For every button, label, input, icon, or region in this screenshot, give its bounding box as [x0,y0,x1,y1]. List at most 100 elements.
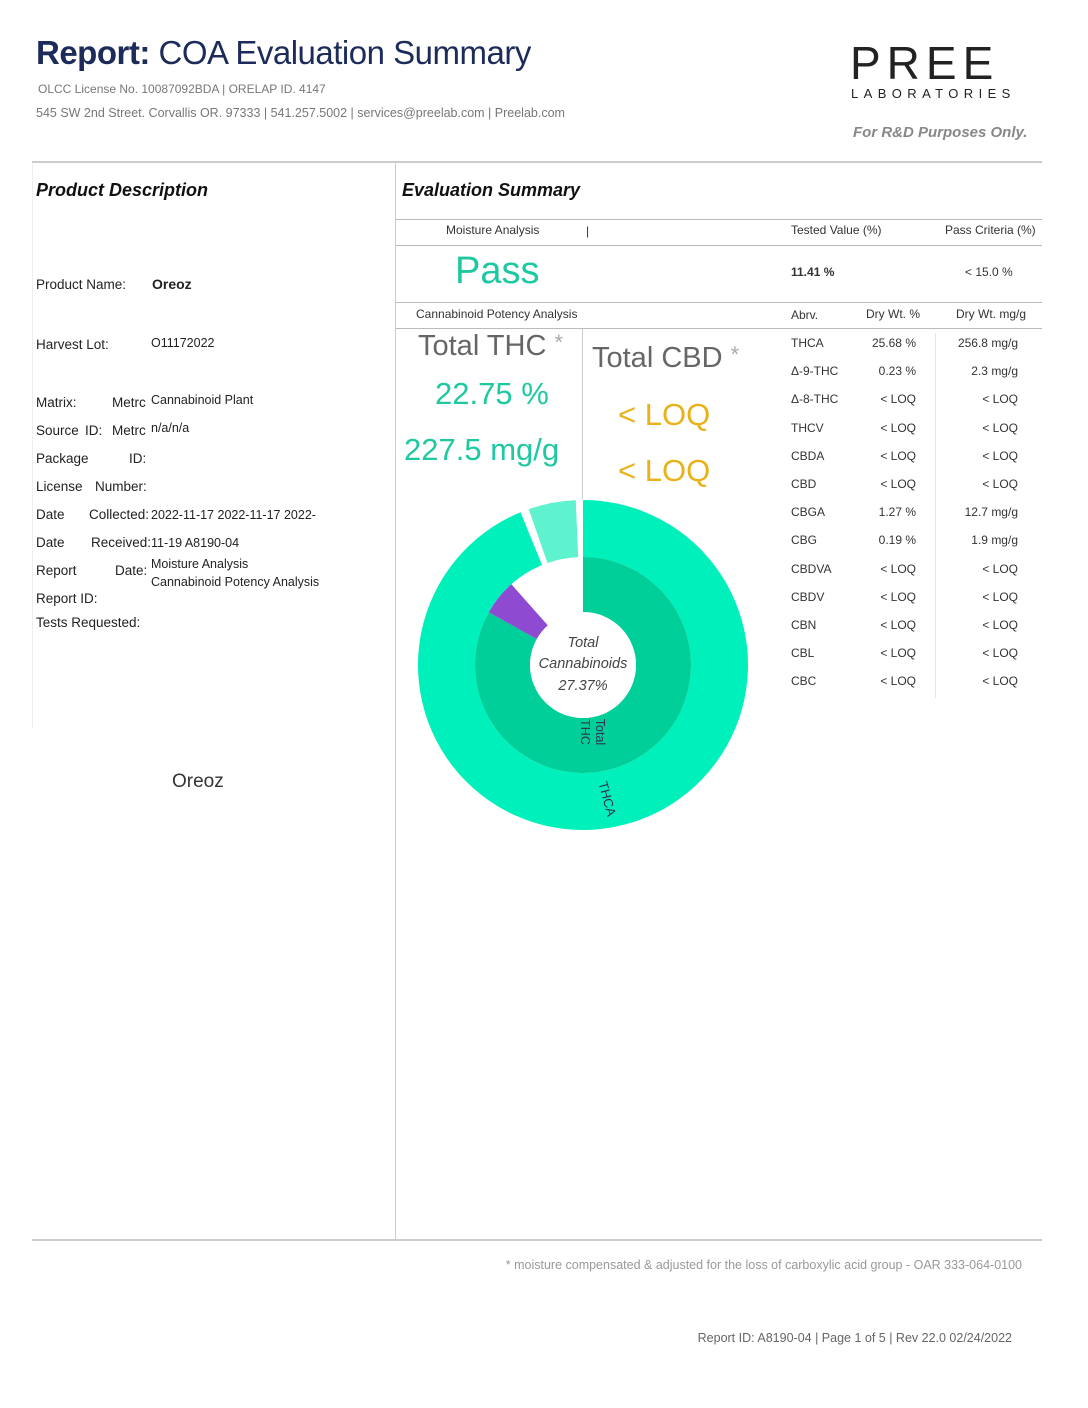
inner-ring [474,557,691,773]
tested-value-header: Tested Value (%) [791,223,882,237]
table-cell-mg: < LOQ [982,589,1018,604]
metrc-label: Metrc [112,395,146,410]
table-cell-abrv: CBN [791,618,817,632]
drywt-pct-header: Dry Wt. % [866,307,920,321]
total-cbd-star: * [730,342,740,367]
package-label: Package [36,451,89,466]
eval-divider-2 [396,245,1042,246]
table-cell-mg: < LOQ [982,674,1018,689]
donut-hole [530,612,636,718]
table-cell-mg: 2.3 mg/g [971,364,1018,379]
inner-ring-label-line2: THC [578,719,592,745]
package-id-label: ID: [129,451,147,466]
outer-ring-segment-2 [528,500,579,564]
inner-ring-label-line1: Total [593,719,607,745]
moisture-header: Moisture Analysis [446,223,540,237]
total-thc-percent: 22.75 % [435,376,549,411]
metrc-label-2: Metrc [112,423,146,438]
product-name-label: Product Name: [36,277,127,292]
total-thc-label: Total THC * [418,330,563,363]
dates-value-line2: 11-19 A8190-04 [151,536,240,550]
center-label-line2: Cannabinoids [539,656,628,672]
potency-header: Cannabinoid Potency Analysis [416,307,578,321]
table-cell-pct: < LOQ [880,448,916,463]
table-cell-mg: < LOQ [982,618,1018,632]
table-cell-mg: < LOQ [982,646,1018,661]
logo-word: PREE [850,37,1000,89]
cannabinoid-donut-chart: Total Cannabinoids 27.37% Total THC THCA [418,500,748,830]
table-cell-abrv: CBDV [791,589,825,604]
total-cbd-mg: < LOQ [618,453,711,488]
table-cell-abrv: CBD [791,477,817,491]
table-cell-abrv: THCV [791,420,824,435]
table-col-divider [935,333,936,698]
eval-divider-1 [396,219,1042,220]
thc-cbd-divider [582,329,583,499]
tested-value: 11.41 % [791,265,835,279]
abrv-header: Abrv. [791,308,819,322]
harvest-lot-label: Harvest Lot: [36,337,109,352]
table-cell-pct: 25.68 % [871,336,916,350]
table-cell-pct: < LOQ [880,674,916,689]
product-section-title: Product Description [36,180,209,200]
total-thc-star: * [554,330,564,355]
table-cell-mg: 1.9 mg/g [971,533,1018,548]
inner-ring-segment-1 [488,584,548,640]
moisture-result: Pass [455,250,540,292]
outer-ring-segment-3 [575,500,583,558]
table-cell-abrv: CBG [791,533,818,548]
table-cell-pct: 0.23 % [878,364,916,379]
left-border [32,163,33,728]
product-name-value: Oreoz [152,276,192,292]
evaluation-section-title: Evaluation Summary [402,180,581,200]
table-cell-abrv: CBDA [791,448,825,463]
total-cbd-percent: < LOQ [618,397,711,432]
total-cbd-label: Total CBD * [592,342,739,375]
received-label: Received: [91,535,152,550]
eval-divider-4 [396,328,1042,329]
table-cell-pct: < LOQ [880,618,916,632]
header-divider [32,161,1042,163]
table-cell-mg: < LOQ [982,448,1018,463]
collected-label: Collected: [89,507,150,522]
column-divider [395,163,396,1239]
drywt-mg-header: Dry Wt. mg/g [956,307,1027,321]
table-cell-pct: < LOQ [880,477,916,491]
page-info: Report ID: A8190-04 | Page 1 of 5 | Rev … [697,1331,1012,1345]
center-value: 27.37% [557,678,607,694]
pass-criteria-value: < 15.0 % [965,265,1013,279]
matrix-value: Cannabinoid Plant [151,393,254,407]
tests-value-line1: Moisture Analysis [151,557,249,571]
license-label: License [36,479,83,494]
purpose-note: For R&D Purposes Only. [853,124,1028,141]
table-cell-abrv: Δ-9-THC [791,364,839,379]
inner-ring-segment-0 [474,557,691,773]
report-label: Report [36,563,77,578]
report-date-label: Date: [115,563,148,578]
dates-value-line1: 2022-11-17 2022-11-17 2022- [151,508,316,522]
tests-requested-label: Tests Requested: [36,615,141,630]
table-cell-pct: < LOQ [880,646,916,661]
table-cell-pct: < LOQ [880,561,916,576]
table-cell-mg: < LOQ [982,561,1018,576]
report-title: Report: COA Evaluation Summary [36,34,531,72]
table-cell-pct: < LOQ [880,589,916,604]
source-label: Source [36,423,79,438]
total-thc-label-text: Total THC [418,330,547,362]
table-cell-mg: < LOQ [982,420,1018,435]
table-cell-abrv: CBGA [791,505,826,520]
report-title-bold: Report: [36,34,150,71]
table-cell-mg: 12.7 mg/g [964,505,1018,520]
center-label-line1: Total [568,635,600,651]
table-cell-abrv: Δ-8-THC [791,392,839,407]
date-label: Date [36,507,65,522]
total-thc-mg: 227.5 mg/g [404,432,560,467]
table-cell-mg: 256.8 mg/g [957,336,1018,350]
table-cell-mg: < LOQ [982,392,1018,407]
table-cell-abrv: CBDVA [791,561,832,576]
source-value: n/a/n/a [151,421,190,435]
outer-ring-segment-1 [520,509,548,566]
tests-value-line2: Cannabinoid Potency Analysis [151,575,320,589]
moisture-separator: | [586,224,590,238]
footnote: * moisture compensated & adjusted for th… [505,1258,1022,1272]
